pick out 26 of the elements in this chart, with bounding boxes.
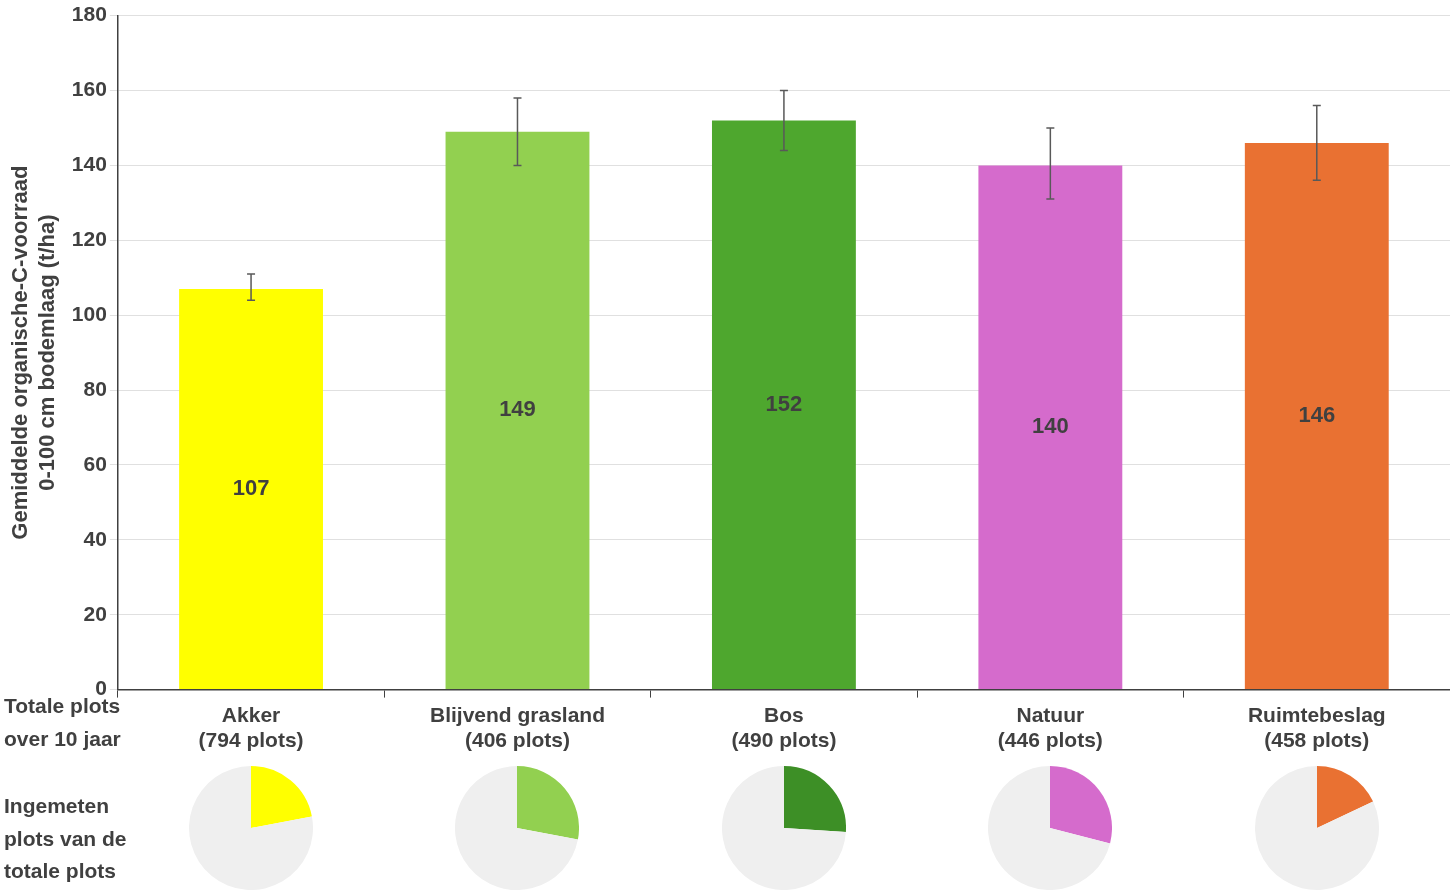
y-axis-title: Gemiddelde organische-C-voorraad 0-100 cm bodemlaag (t/ha) <box>7 165 59 540</box>
x-tick-label: Blijvend grasland (406 plots) <box>429 703 606 752</box>
x-tick-label: Bos (490 plots) <box>731 703 837 752</box>
bar <box>978 165 1123 690</box>
y-tick-label: 120 <box>71 227 107 251</box>
data-label: 107 <box>232 475 270 501</box>
y-tick-label: 40 <box>83 526 107 550</box>
bar <box>445 131 590 690</box>
y-tick-label: 160 <box>71 77 107 101</box>
data-label: 152 <box>765 390 803 416</box>
data-label: 140 <box>1031 413 1069 439</box>
data-label: 149 <box>499 396 536 422</box>
y-tick-label: 100 <box>71 301 107 325</box>
data-label: 146 <box>1298 402 1336 428</box>
x-tick-label: Ruimtebeslag (458 plots) <box>1247 703 1386 752</box>
y-tick-label: 60 <box>83 451 107 475</box>
x-tick-label: Akker (794 plots) <box>198 703 304 752</box>
y-tick-label: 180 <box>71 2 107 26</box>
bar <box>179 288 323 690</box>
bar <box>1244 142 1389 690</box>
x-tick-label: Natuur (446 plots) <box>997 703 1103 752</box>
bar <box>711 120 856 690</box>
text: Ingemeten plots van de totale plots <box>4 793 128 885</box>
y-tick-label: 80 <box>83 376 107 400</box>
y-tick-label: 140 <box>71 152 107 176</box>
y-tick-label: 20 <box>83 601 107 625</box>
